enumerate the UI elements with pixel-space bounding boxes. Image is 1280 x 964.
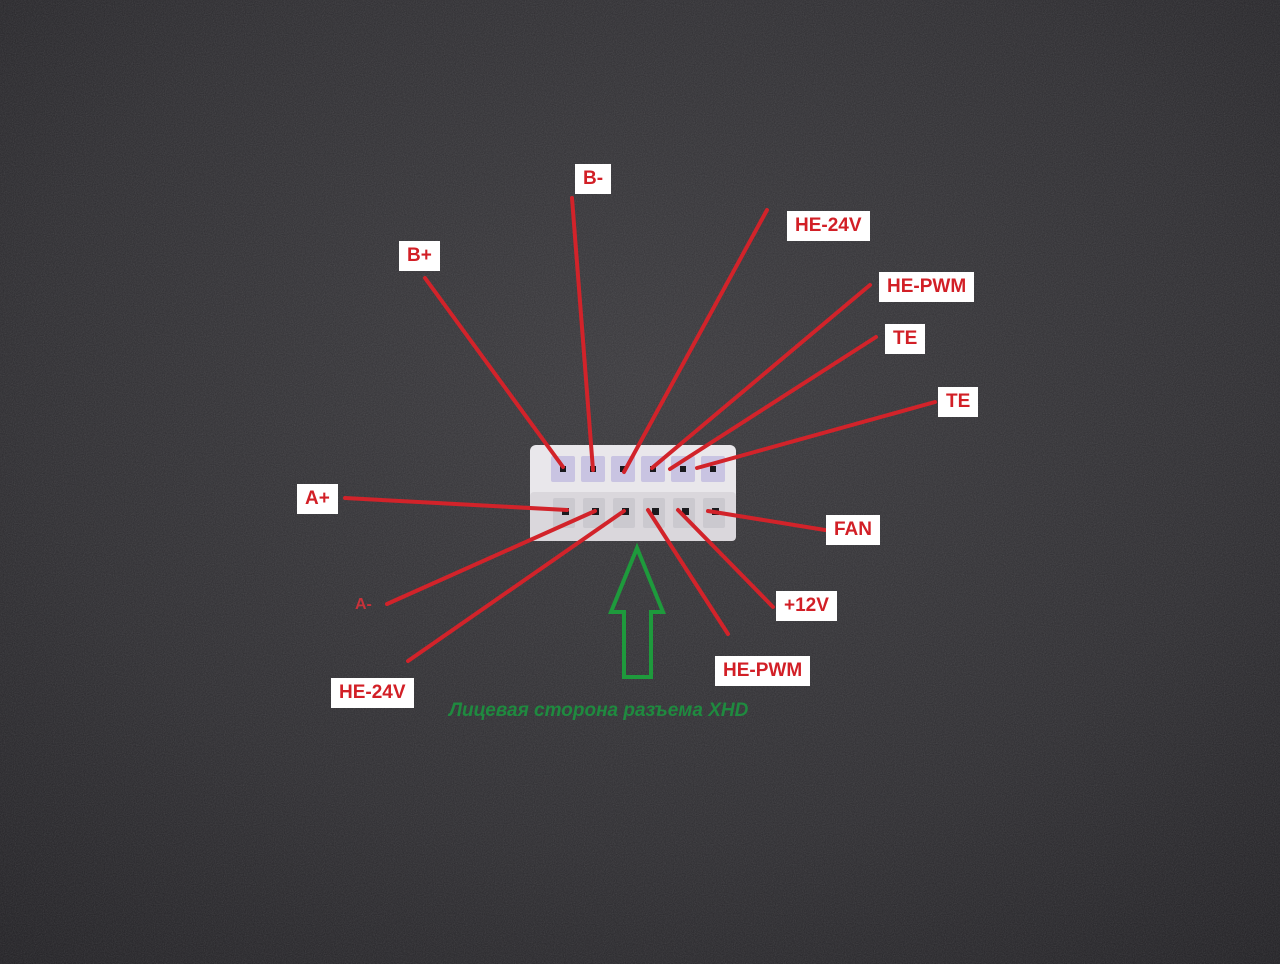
leader-line-plus-12v [676,508,775,609]
label-te-2: TE [938,387,979,417]
leader-line-a-plus [343,496,569,512]
leader-line-a-minus [385,509,597,606]
label-he-24v-top: HE-24V [787,211,870,241]
label-b-plus: B+ [399,241,440,271]
leader-line-he-24v-top [622,208,769,474]
leader-line-fan [706,509,827,532]
leader-line-he-24v-bottom [406,509,626,663]
label-b-minus: B- [575,164,612,194]
label-he-pwm-top: HE-PWM [879,272,975,302]
label-he-24v-bottom: HE-24V [331,678,414,708]
leader-line-b-plus [423,276,565,469]
connector-face-caption: Лицевая сторона разъема XHD [449,700,749,721]
leader-line-he-pwm-bottom [646,508,730,636]
label-fan: FAN [826,515,880,545]
up-arrow [608,542,666,679]
leader-line-b-minus [570,196,595,472]
leader-lines [343,196,937,663]
label-a-plus: A+ [297,484,338,514]
leader-line-te-1 [668,335,878,471]
face-arrow [608,542,666,679]
label-he-pwm-bottom: HE-PWM [715,656,811,686]
leader-line-te-2 [695,400,937,470]
label-plus-12v: +12V [776,591,837,621]
label-a-minus: A- [355,596,372,613]
label-te-1: TE [885,324,926,354]
leader-line-he-pwm-top [650,283,872,470]
